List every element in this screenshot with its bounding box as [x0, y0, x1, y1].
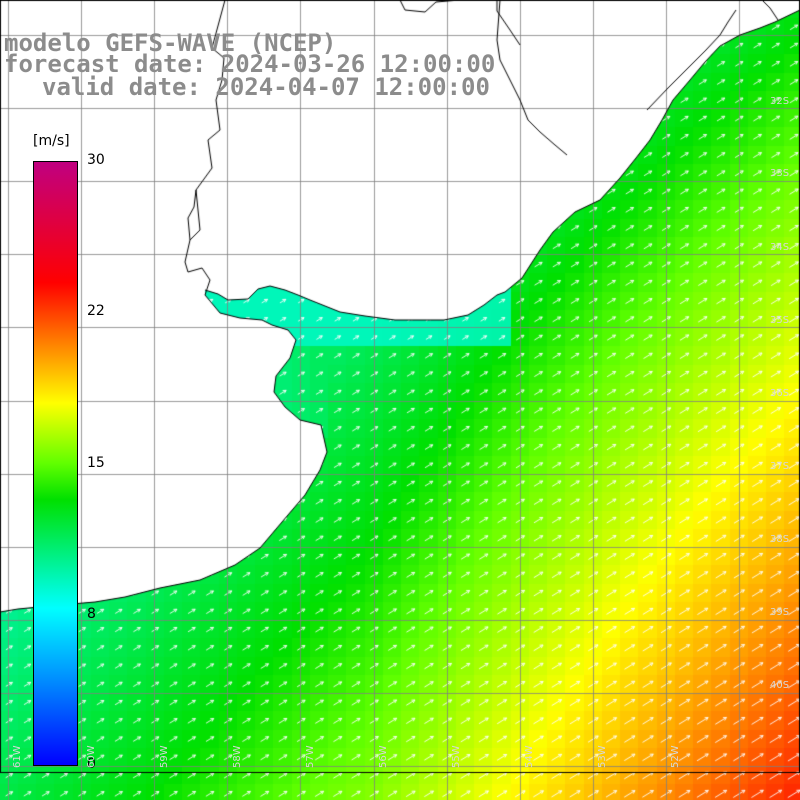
valid-date: valid date: 2024-04-07 12:00:00: [42, 73, 490, 101]
lon-label: 57W: [305, 745, 316, 768]
lat-label: 38S: [770, 534, 790, 545]
lon-label: 54W: [524, 745, 535, 768]
lon-label: 60W: [86, 745, 97, 768]
colorbar-tick: 15: [87, 455, 105, 471]
lat-label: 36S: [770, 388, 790, 399]
lat-label: 33S: [770, 168, 790, 179]
lat-label: 37S: [770, 461, 790, 472]
lat-label: 35S: [770, 315, 790, 326]
lon-label: 58W: [232, 745, 243, 768]
colorbar-tick: 0: [87, 756, 96, 772]
lon-label: 59W: [159, 745, 170, 768]
colorbar-unit: [m/s]: [33, 133, 70, 149]
lat-label: 39S: [770, 607, 790, 618]
lat-label: 40S: [770, 680, 790, 691]
forecast-date: forecast date: 2024-03-26 12:00:00: [4, 50, 496, 78]
lon-label: 52W: [670, 745, 681, 768]
lon-label: 61W: [12, 745, 23, 768]
colorbar-tick: 22: [87, 303, 105, 319]
lon-label: 53W: [597, 745, 608, 768]
lon-label: 55W: [451, 745, 462, 768]
colorbar-tick: 30: [87, 152, 105, 168]
colorbar: [33, 161, 78, 766]
lat-label: 34S: [770, 242, 790, 253]
model-title: modelo GEFS-WAVE (NCEP): [4, 29, 337, 57]
lon-label: 56W: [378, 745, 389, 768]
lat-label: 32S: [770, 96, 790, 107]
colorbar-tick: 8: [87, 606, 96, 622]
